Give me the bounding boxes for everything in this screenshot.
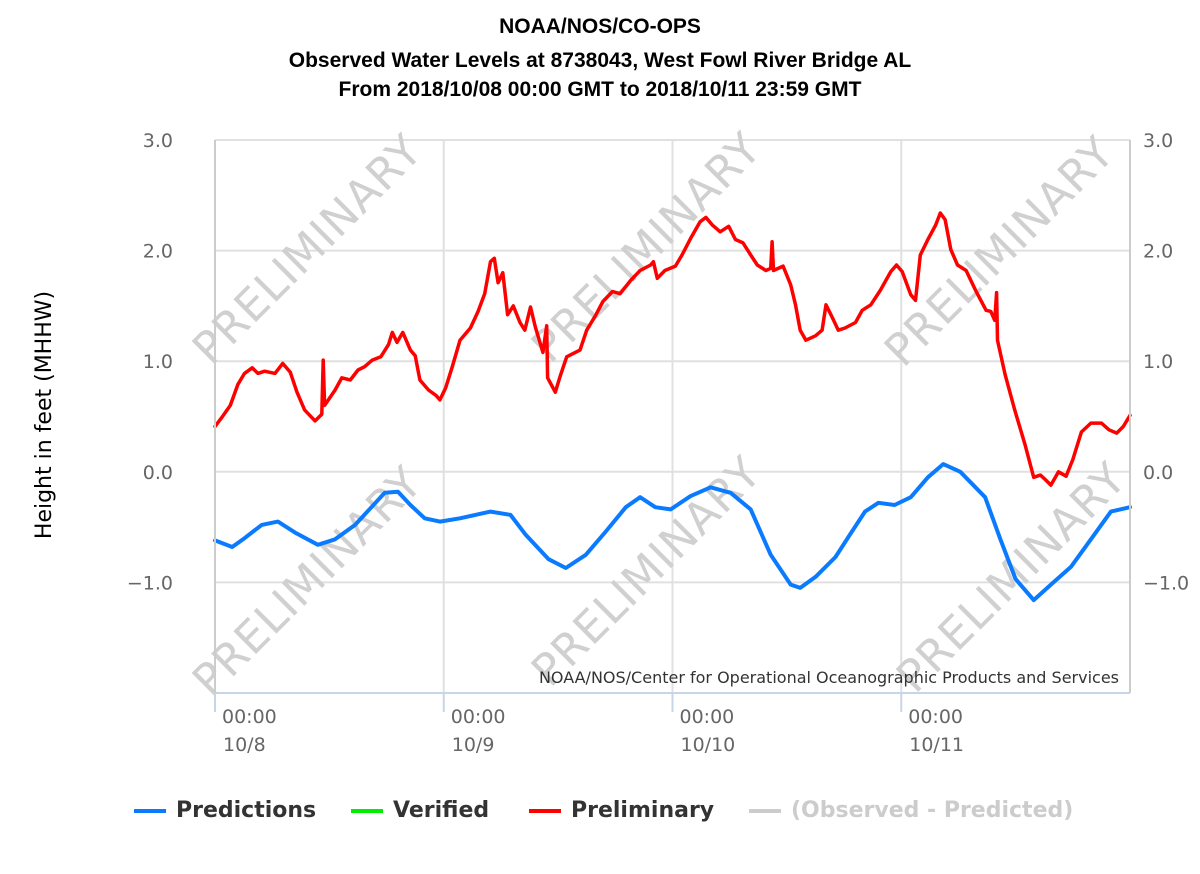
legend-item-observed-minus-predicted[interactable]: (Observed - Predicted) xyxy=(749,798,1073,823)
x-tick-date-label: 10/10 xyxy=(681,734,736,756)
y-tick-label-right: 0.0 xyxy=(1143,462,1173,484)
y-tick-label-left: −1.0 xyxy=(127,572,173,594)
preliminary-watermark: PRELIMINARY xyxy=(522,447,772,697)
chart-title-line-1: NOAA/NOS/CO-OPS xyxy=(499,15,701,38)
legend-label: Verified xyxy=(393,798,490,823)
x-tick-date-label: 10/8 xyxy=(223,734,266,756)
y-axis-label: Height in feet (MHHW) xyxy=(32,291,57,539)
y-tick-label-left: 2.0 xyxy=(143,241,173,263)
y-tick-label-left: 1.0 xyxy=(143,351,173,373)
x-tick-date-label: 10/9 xyxy=(452,734,495,756)
x-tick-time-label: 00:00 xyxy=(908,706,963,728)
chart-title-line-2: Observed Water Levels at 8738043, West F… xyxy=(288,49,912,72)
legend-item-predictions[interactable]: Predictions xyxy=(134,798,316,823)
series-line-preliminary xyxy=(213,211,1132,487)
preliminary-watermark: PRELIMINARY xyxy=(875,127,1125,377)
y-tick-label-left: 3.0 xyxy=(143,130,173,152)
legend-swatch xyxy=(351,808,383,813)
y-tick-label-left: 0.0 xyxy=(143,462,173,484)
series-line-predictions xyxy=(213,462,1132,603)
y-tick-label-right: −1.0 xyxy=(1143,572,1189,594)
y-tick-label-right: 2.0 xyxy=(1143,241,1173,263)
legend-item-preliminary[interactable]: Preliminary xyxy=(529,798,714,823)
x-tick-time-label: 00:00 xyxy=(451,706,506,728)
x-tick-time-label: 00:00 xyxy=(680,706,735,728)
legend-item-verified[interactable]: Verified xyxy=(351,798,489,823)
y-tick-label-right: 1.0 xyxy=(1143,351,1173,373)
legend-label: Predictions xyxy=(176,798,317,823)
x-tick-time-label: 00:00 xyxy=(222,706,277,728)
legend-label: (Observed - Predicted) xyxy=(791,798,1074,823)
chart-title-line-3: From 2018/10/08 00:00 GMT to 2018/10/11 … xyxy=(338,78,862,101)
x-tick-date-label: 10/11 xyxy=(909,734,964,756)
legend-swatch xyxy=(529,808,561,813)
legend-swatch xyxy=(749,808,781,813)
legend-label: Preliminary xyxy=(571,798,715,823)
legend: Predictions Verified Preliminary (Observ… xyxy=(0,798,1200,830)
preliminary-watermark: PRELIMINARY xyxy=(522,123,772,373)
y-tick-label-right: 3.0 xyxy=(1143,130,1173,152)
legend-swatch xyxy=(134,808,166,813)
chart-credit: NOAA/NOS/Center for Operational Oceanogr… xyxy=(539,668,1119,687)
preliminary-watermark: PRELIMINARY xyxy=(887,453,1137,703)
